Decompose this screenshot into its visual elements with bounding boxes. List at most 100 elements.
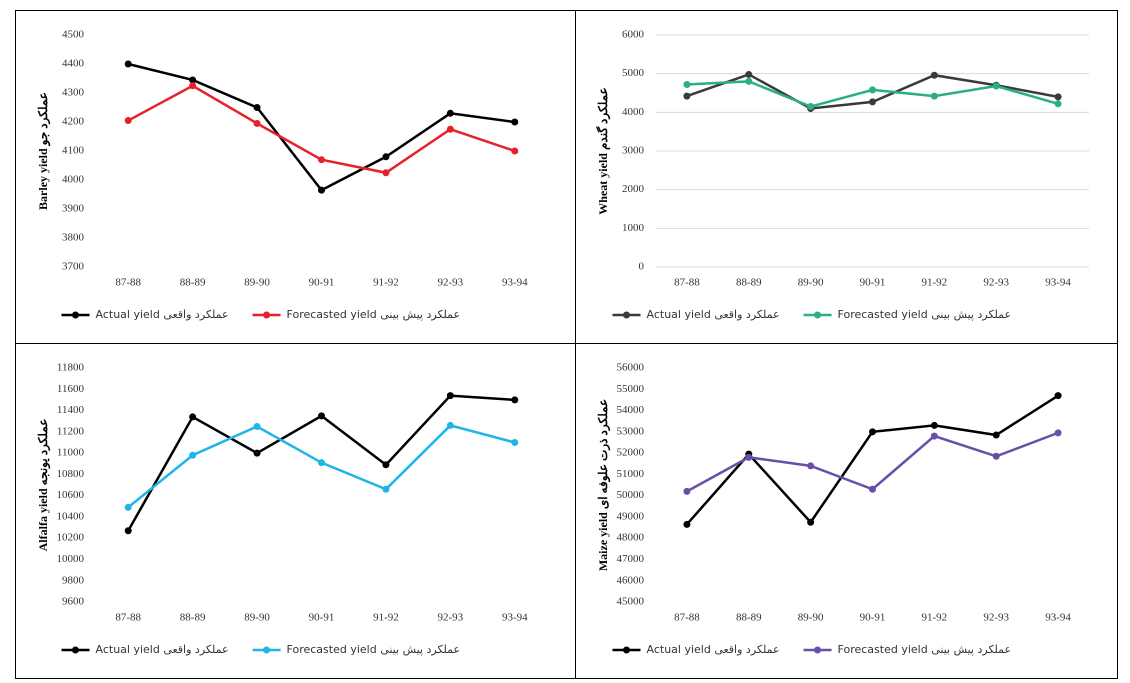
point (253, 104, 261, 111)
x-tick-label: 92-93 (983, 277, 1009, 289)
series-line (127, 424, 516, 509)
point (869, 98, 876, 106)
y-tick-label: 4500 (62, 29, 85, 41)
x-tick-label: 88-89 (180, 277, 206, 289)
x-tick-label: 91-92 (373, 277, 399, 289)
chart: 3700 3800 3900 4000 4100 4200 4300 4400 4500 87-8… (36, 29, 528, 321)
x-tick-label: 90-91 (309, 612, 335, 624)
y-axis-label: Maize yield عملکرد ذرت علوفه ای (596, 399, 611, 571)
point (253, 423, 261, 430)
legend-label: Forecasted yield عملکرد پیش بینی (838, 308, 1012, 321)
point (745, 77, 753, 85)
y-tick-label: 11800 (57, 362, 85, 374)
x-tick-label: 91-92 (922, 612, 948, 624)
point (1054, 392, 1062, 400)
x-tick-label: 93-94 (1045, 612, 1071, 624)
chart-panel: 3700 3800 3900 4000 4100 4200 4300 4400 4500 87-8… (15, 10, 576, 344)
legend-label: Forecasted yield عملکرد پیش بینی (287, 308, 461, 321)
y-tick-label: 3000 (622, 145, 645, 157)
y-tick-label: 45000 (617, 596, 645, 608)
point (1054, 429, 1062, 437)
y-tick-label: 10800 (57, 468, 85, 480)
point (446, 109, 454, 117)
chart: 9600 9800 10000 10200 10400 10600 10800 11000 11… (36, 362, 528, 656)
point (930, 92, 938, 100)
point (253, 449, 261, 457)
chart-panel: 45000 46000 47000 48000 49000 50000 51000 52000… (575, 343, 1118, 679)
y-tick-label: 10200 (57, 532, 85, 544)
y-tick-label: 5000 (622, 67, 645, 79)
legend-marker (263, 646, 271, 654)
point (992, 452, 1000, 460)
y-tick-label: 11400 (57, 404, 85, 416)
y-tick-label: 10600 (57, 489, 85, 501)
legend-marker (623, 311, 630, 319)
y-tick-label: 49000 (617, 510, 645, 522)
legend-marker (814, 311, 822, 319)
point (992, 431, 1000, 439)
x-tick-label: 91-92 (373, 612, 399, 624)
point (869, 485, 876, 493)
x-tick-label: 89-90 (798, 277, 824, 289)
point (124, 117, 132, 125)
x-tick-label: 91-92 (922, 277, 948, 289)
legend-marker (72, 311, 79, 319)
y-tick-label: 9600 (62, 596, 85, 608)
x-tick-label: 90-91 (860, 277, 886, 289)
chart: 45000 46000 47000 48000 49000 50000 51000 52000… (596, 362, 1072, 656)
y-tick-label: 11000 (57, 447, 85, 459)
y-tick-label: 9800 (62, 574, 85, 586)
series-line (686, 431, 1059, 493)
chart-panel: 9600 9800 10000 10200 10400 10600 10800 11000 11… (15, 343, 576, 679)
point (807, 518, 815, 526)
point (318, 412, 325, 420)
series-line (127, 62, 515, 192)
y-tick-label: 47000 (617, 553, 645, 565)
y-tick-label: 3700 (62, 261, 85, 273)
y-axis-label: Alfalfa yield عملکرد یونجه (36, 419, 51, 552)
y-tick-label: 2000 (622, 183, 645, 195)
y-tick-label: 50000 (617, 489, 645, 501)
point (807, 462, 815, 470)
y-tick-label: 3900 (62, 203, 85, 215)
x-tick-label: 87-88 (674, 612, 700, 624)
x-tick-label: 89-90 (244, 277, 270, 289)
y-tick-label: 3800 (62, 232, 85, 244)
y-tick-label: 10400 (57, 510, 85, 522)
point (124, 60, 132, 68)
point (807, 103, 815, 111)
point (683, 80, 691, 88)
y-tick-label: 4000 (622, 106, 645, 118)
point (1054, 100, 1062, 108)
point (511, 118, 519, 126)
point (683, 92, 691, 100)
point (1054, 93, 1062, 101)
point (253, 119, 261, 127)
y-tick-label: 4300 (62, 87, 85, 99)
point (382, 169, 390, 177)
point (318, 186, 325, 194)
x-tick-label: 92-93 (438, 277, 464, 289)
y-tick-label: 4200 (62, 116, 85, 128)
point (683, 487, 691, 495)
point (511, 438, 519, 446)
point (318, 459, 325, 467)
legend-label: Actual yield عملکرد واقعی (647, 308, 780, 321)
y-tick-label: 56000 (617, 362, 645, 374)
y-tick-label: 52000 (617, 447, 645, 459)
legend-marker (814, 646, 822, 654)
y-tick-label: 6000 (622, 29, 645, 41)
point (511, 396, 519, 404)
y-tick-label: 46000 (617, 574, 645, 586)
x-tick-label: 93-94 (1045, 277, 1071, 289)
legend-label: Forecasted yield عملکرد پیش بینی (287, 643, 461, 656)
y-axis-label: Wheat yield عملکرد گندم (595, 87, 611, 214)
x-tick-label: 89-90 (798, 612, 824, 624)
x-tick-label: 87-88 (115, 277, 141, 289)
x-tick-label: 87-88 (115, 612, 141, 624)
point (930, 71, 938, 79)
y-tick-label: 4100 (62, 145, 85, 157)
point (189, 76, 197, 84)
y-tick-label: 10000 (57, 553, 85, 565)
chart-panel: 0 1000 2000 3000 4000 5000 6000 87-88 88-89 89-90… (575, 10, 1118, 344)
